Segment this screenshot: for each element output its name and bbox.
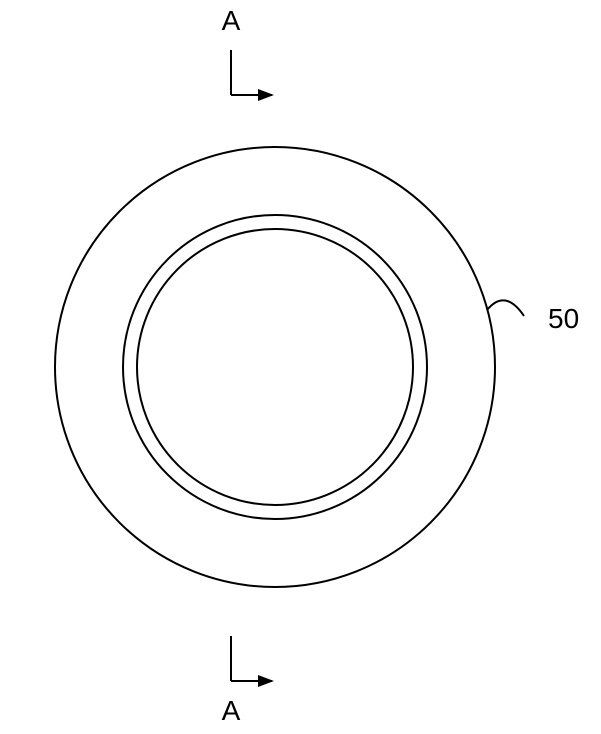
middle-circle (123, 215, 427, 519)
callout-50: 50 (487, 300, 579, 334)
callout-label: 50 (548, 303, 579, 334)
section-marker-top: A (222, 5, 272, 95)
callout-leader (487, 300, 524, 316)
ring-group (55, 147, 495, 587)
outer-circle (55, 147, 495, 587)
section-diagram: A A 50 (0, 0, 601, 734)
section-label-top: A (222, 5, 241, 36)
inner-circle (137, 229, 413, 505)
section-label-bottom: A (222, 695, 241, 726)
section-marker-bottom: A (222, 636, 272, 726)
